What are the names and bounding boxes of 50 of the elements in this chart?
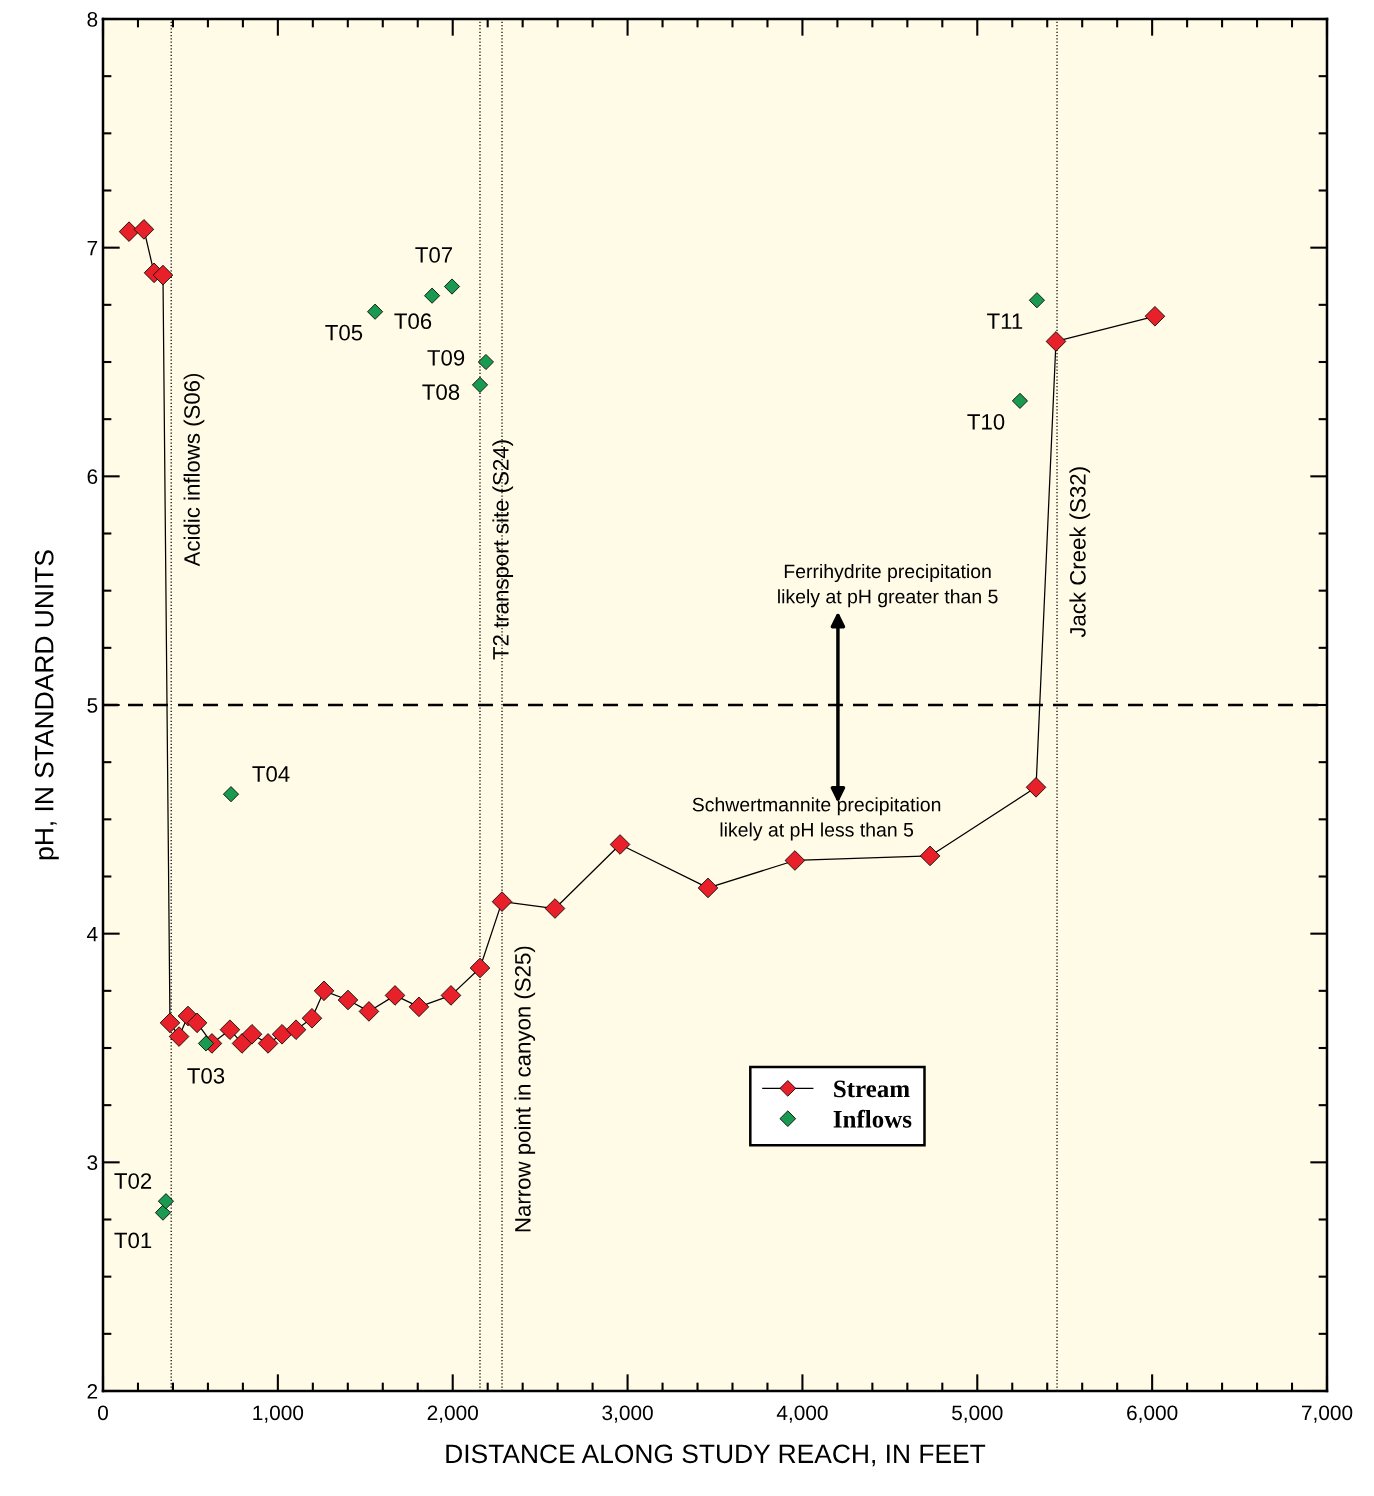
annotation: T09: [427, 349, 465, 366]
point: [301, 1008, 323, 1029]
y-tick-label: 5: [87, 698, 98, 713]
annotation: T05: [325, 324, 363, 341]
ref-line-label: T2 transport site (S24): [492, 440, 514, 660]
y-tick-label: 4: [87, 926, 98, 942]
x-tick-label: 3,000: [602, 1405, 653, 1423]
x-tick-label: 6,000: [1127, 1405, 1178, 1423]
y-tick-label: 8: [87, 12, 98, 27]
point: [1025, 777, 1047, 798]
point: [257, 1033, 279, 1054]
annotation: T10: [967, 413, 1005, 430]
legend-label: Stream: [834, 1080, 910, 1098]
ref-line-label: Jack Creek (S32): [1069, 467, 1091, 638]
point: [491, 891, 513, 912]
legend-label: Inflows: [833, 1109, 912, 1128]
x-tick-label: 1,000: [253, 1405, 304, 1423]
y-tick-label: 3: [87, 1155, 98, 1171]
ref-line-label: Acidic inflows (S06): [183, 373, 205, 567]
annotation: T08: [422, 384, 460, 400]
y-axis-title: pH, IN STANDARD UNITS: [34, 550, 59, 860]
ref-line-label: Narrow point in canyon (S25): [514, 946, 536, 1232]
annotation: Schwertmannite precipitation likely at pH less than 5: [692, 797, 941, 841]
annotation: T04: [252, 766, 290, 782]
y-tick-label: 2: [87, 1384, 98, 1399]
annotation: Ferrihydrite precipitation likely at pH greater than 5: [778, 563, 998, 608]
x-tick-label: 5,000: [952, 1405, 1003, 1423]
x-tick-label: 4,000: [776, 1405, 828, 1423]
point: [784, 850, 806, 871]
annotation: T01: [114, 1232, 152, 1249]
annotation: T07: [415, 247, 453, 263]
x-axis-title: DISTANCE ALONG STUDY REACH, IN FEET: [446, 1444, 986, 1467]
point: [358, 1001, 380, 1022]
y-tick-label: 6: [87, 469, 98, 485]
point: [1144, 306, 1166, 327]
x-tick-label: 0: [98, 1405, 108, 1421]
annotation: T06: [394, 313, 432, 330]
point: [133, 219, 155, 240]
point: [544, 898, 566, 919]
x-tick-label: 2,000: [427, 1405, 478, 1423]
annotation: T03: [187, 1067, 225, 1084]
annotation: T11: [987, 313, 1023, 329]
x-tick-label: 7,000: [1302, 1405, 1353, 1423]
point: [609, 834, 631, 855]
point: [168, 1026, 190, 1047]
point: [384, 985, 406, 1006]
y-tick-label: 7: [87, 240, 98, 256]
annotation: T02: [114, 1173, 152, 1189]
point: [440, 985, 462, 1006]
point: [1045, 331, 1067, 352]
